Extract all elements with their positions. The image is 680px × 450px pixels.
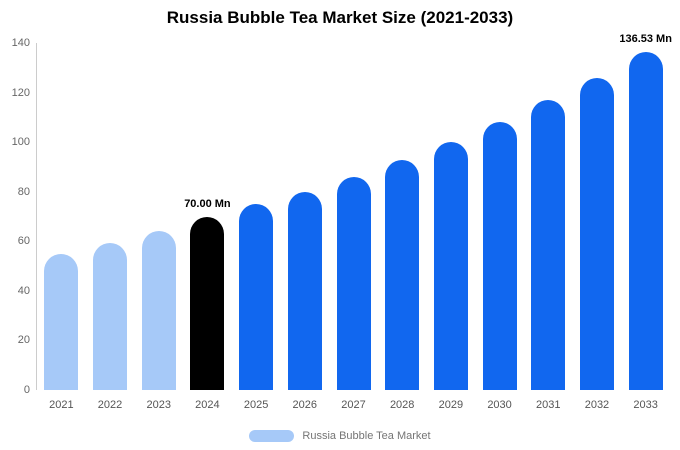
bar-2025[interactable]: [239, 204, 274, 390]
bar-2028[interactable]: [385, 159, 420, 390]
bar-2029[interactable]: [433, 142, 468, 390]
bar-2032[interactable]: [579, 77, 614, 390]
bar-2021[interactable]: [44, 253, 79, 390]
x-tick-label-2033: 2033: [633, 399, 658, 411]
x-tick-label-2031: 2031: [536, 399, 561, 411]
plot-area: 2021 2022 2023 2024 2025 2026 2027 2028 2029 2030…: [12, 33, 672, 411]
y-tick-label-80: 80: [17, 185, 30, 198]
x-tick-label-2025: 2025: [243, 399, 269, 411]
bar-2023[interactable]: [141, 231, 176, 390]
x-tick-label-2024: 2024: [195, 399, 220, 411]
x-tick-label-2027: 2027: [341, 399, 366, 411]
y-tick-label-20: 20: [17, 334, 30, 347]
x-tick-label-2023: 2023: [146, 399, 171, 411]
x-tick-label-2032: 2032: [584, 399, 610, 411]
x-tick-label-2021: 2021: [49, 399, 74, 411]
bar-2031[interactable]: [531, 100, 566, 390]
x-tick-label-2029: 2029: [438, 399, 464, 411]
bar-2033[interactable]: [628, 51, 663, 390]
legend-label: Russia Bubble Tea Market: [302, 430, 431, 442]
chart-title: Russia Bubble Tea Market Size (2021-2033…: [166, 8, 514, 27]
y-tick-label-40: 40: [17, 284, 30, 297]
legend[interactable]: Russia Bubble Tea Market: [0, 430, 680, 442]
x-tick-label-2028: 2028: [389, 399, 415, 411]
legend-swatch-icon: [249, 430, 295, 442]
x-tick-label-2030: 2030: [487, 399, 512, 411]
bar-2026[interactable]: [287, 191, 322, 390]
y-tick-label-0: 0: [23, 384, 30, 396]
bar-2030[interactable]: [482, 122, 517, 390]
y-tick-label-60: 60: [17, 235, 30, 248]
bar-2027[interactable]: [336, 176, 371, 390]
y-tick-label-120: 120: [11, 86, 30, 99]
bar-2022[interactable]: [93, 242, 128, 390]
bar-2024[interactable]: [190, 216, 225, 390]
x-tick-label-2026: 2026: [292, 399, 318, 411]
y-tick-label-100: 100: [11, 136, 30, 149]
y-tick-label-140: 140: [11, 37, 30, 49]
data-label-2033: 136.53 Mn: [619, 32, 672, 45]
x-tick-label-2022: 2022: [97, 399, 123, 411]
data-label-2024: 70.00 Mn: [184, 197, 231, 210]
